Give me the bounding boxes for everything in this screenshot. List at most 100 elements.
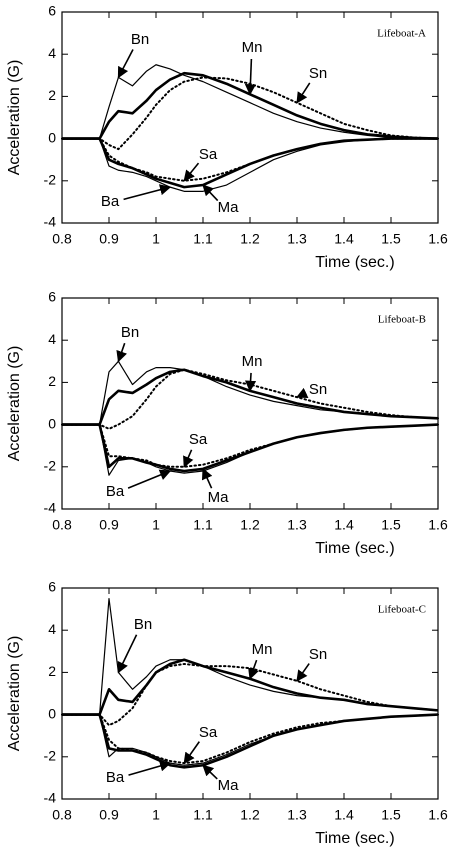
plot-frame [61,297,439,510]
x-tick-label: 1.5 [381,517,401,533]
series-line [61,76,439,151]
y-tick-label: -4 [44,790,57,806]
x-tick-label: 1 [152,231,160,247]
x-tick-label: 1.4 [334,807,354,823]
series-annotation: Bn [131,31,149,48]
x-tick-label: 0.8 [52,231,72,247]
y-tick-label: -2 [44,458,57,474]
series-annotation: Bn [121,324,139,341]
series-line [61,713,439,765]
y-tick-label: 6 [48,3,56,19]
x-tick-label: 1.3 [287,231,307,247]
annotation-arrow [296,82,311,104]
annotation-arrow [202,184,219,202]
series-annotation: Bn [134,616,152,633]
series-annotation: Sn [309,646,327,663]
annotation-arrow [295,387,309,398]
x-tick-label: 1.5 [381,231,401,247]
x-tick-label: 1.2 [240,807,260,823]
annotation-arrow [123,184,172,201]
x-axis-label: Time (sec.) [315,540,394,557]
panel-title: Lifeboat-C [378,604,426,616]
annotation-arrow [248,659,259,680]
series-line [62,714,439,766]
x-tick-label: 0.8 [52,807,72,823]
series-annotation: Sn [309,381,327,398]
x-tick-label: 1.4 [334,517,354,533]
y-axis-label: Acceleration (G) [6,60,23,176]
series-annotation: Mn [242,353,263,370]
annotation-arrow [117,634,138,674]
x-tick-label: 1.6 [428,517,448,533]
y-tick-label: 0 [48,415,56,431]
series-annotation: Mn [252,641,273,658]
series-annotation: Sn [309,65,327,82]
annotation-arrow [183,162,200,182]
annotation-arrow [128,760,172,776]
x-tick-label: 1 [152,807,160,823]
panel: -4 -2 0 2 4 6 0.8 0.9 1 1.1 1.2 1.3 1.4 1.5 1.6 Time (s… [6,3,448,272]
x-tick-label: 1.3 [287,517,307,533]
y-tick-label: -4 [44,500,57,516]
y-tick-label: 4 [48,331,56,347]
annotation-arrow [183,741,200,765]
x-tick-label: 1 [152,517,160,533]
x-tick-label: 1.3 [287,807,307,823]
x-tick-label: 1.2 [240,517,260,533]
x-tick-label: 1.1 [193,231,213,247]
y-axis-label: Acceleration (G) [6,636,23,752]
x-tick-label: 0.9 [99,231,119,247]
y-tick-label: 2 [48,373,56,389]
x-tick-label: 0.8 [52,517,72,533]
x-axis-label: Time (sec.) [315,254,394,271]
y-tick-label: 0 [48,705,56,721]
series-line [62,713,439,769]
y-tick-label: 6 [48,289,56,305]
annotation-arrow [183,449,194,468]
y-tick-label: -4 [44,214,57,230]
series-line [61,368,439,430]
series-line [62,71,439,140]
panel: -4 -2 0 2 4 6 0.8 0.9 1 1.1 1.2 1.3 1.4 1.5 1.6 Time (s… [6,579,448,848]
annotation-arrow [117,49,134,79]
y-tick-label: 6 [48,579,56,595]
series-line [62,423,439,473]
series-annotation: Ba [106,769,125,786]
x-tick-label: 1.2 [240,231,260,247]
series-annotation: Ma [208,489,229,506]
series-annotation: Ba [106,483,125,500]
series-annotation: Ma [218,199,239,216]
series-line [61,423,439,468]
series-annotation: Sa [189,431,208,448]
annotation-arrow [116,342,127,363]
series-annotation: Mn [242,39,263,56]
y-tick-label: -2 [44,172,57,188]
x-tick-label: 1.4 [334,231,354,247]
panel-title: Lifeboat-B [378,314,426,326]
annotation-arrow [244,58,256,96]
y-tick-label: -2 [44,748,57,764]
y-tick-label: 4 [48,621,56,637]
series-line [61,137,439,182]
y-axis-label: Acceleration (G) [6,346,23,462]
x-tick-label: 1.6 [428,231,448,247]
annotation-arrow [201,467,213,489]
series-line [62,597,439,716]
y-tick-label: 4 [48,45,56,61]
x-tick-label: 0.9 [99,517,119,533]
series-line [62,368,439,426]
panel: -4 -2 0 2 4 6 0.8 0.9 1 1.1 1.2 1.3 1.4 1.5 1.6 Time (s… [6,289,448,558]
y-tick-label: 0 [48,129,56,145]
x-tick-label: 1.1 [193,807,213,823]
x-tick-label: 1.6 [428,807,448,823]
series-annotation: Ba [101,193,120,210]
x-tick-label: 1.5 [381,807,401,823]
series-annotation: Sa [199,724,218,741]
plot-frame [61,587,439,800]
x-axis-label: Time (sec.) [315,830,394,847]
series-annotation: Ma [218,777,239,794]
x-tick-label: 0.9 [99,807,119,823]
annotation-arrow [296,663,310,682]
series-annotation: Sa [199,146,218,163]
